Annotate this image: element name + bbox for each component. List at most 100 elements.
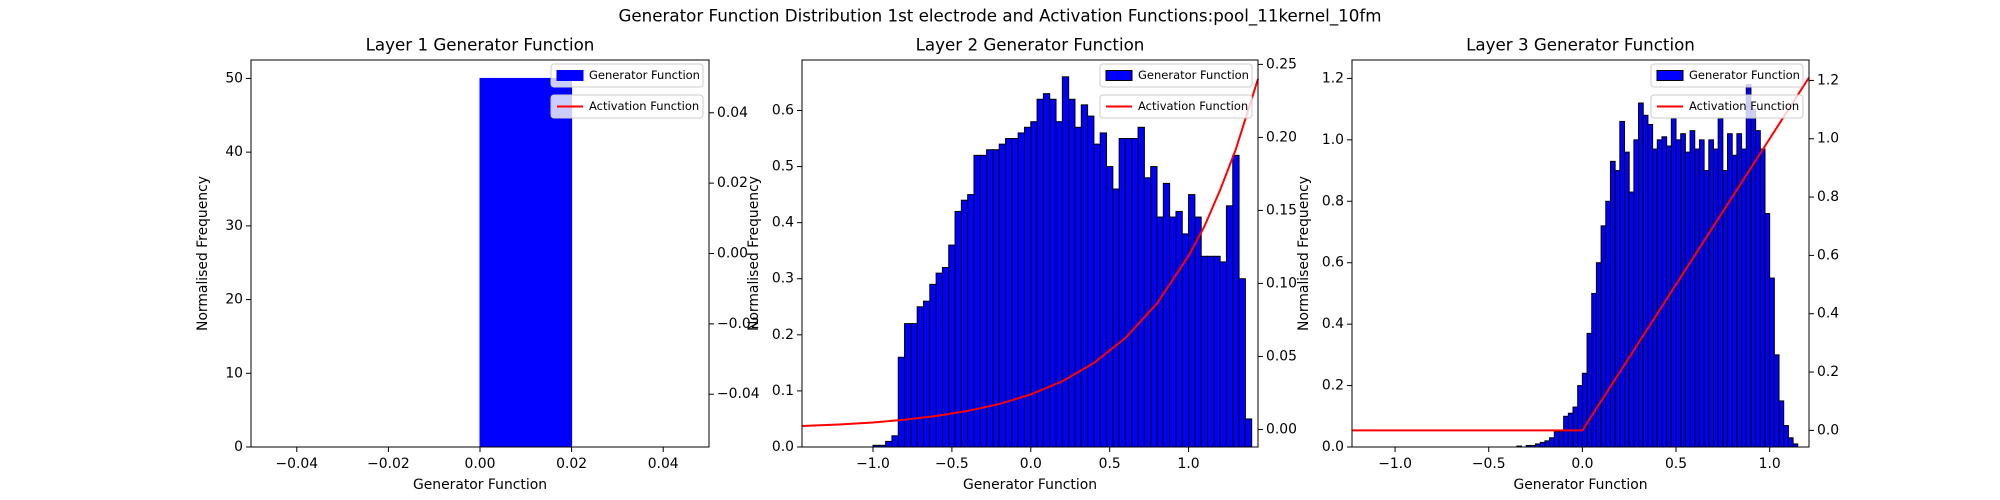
histogram-bar [1074, 126, 1082, 448]
figure-title: Generator Function Distribution 1st elec… [618, 6, 1381, 27]
histogram-bar [1558, 431, 1565, 448]
legend-swatch [556, 70, 584, 81]
y2-tick-label: 0.04 [717, 105, 748, 121]
y-tick-label: 10 [225, 365, 243, 381]
histogram-bar [1194, 216, 1202, 448]
histogram-bar [1778, 400, 1785, 448]
histogram-bar [1609, 160, 1616, 448]
y2-tick-label: 0.05 [1266, 348, 1297, 364]
histogram-bar [1595, 262, 1602, 448]
histogram-bar [1731, 154, 1738, 448]
activation-line [1352, 76, 1810, 432]
histogram-bar [1689, 130, 1696, 448]
histogram-bar [1745, 84, 1752, 448]
y-axis-label: Normalised Frequency [1296, 176, 1312, 331]
x-tick-label: 0.00 [465, 456, 496, 472]
histogram-bar [1232, 154, 1240, 448]
histogram-bar [1727, 133, 1733, 448]
histogram-bar [1099, 132, 1108, 448]
histogram-bar [960, 199, 969, 448]
histogram-bar [941, 267, 950, 448]
histogram-bar [916, 306, 924, 448]
x-tick-label: −0.5 [1472, 456, 1506, 472]
histogram-bar [1764, 213, 1771, 448]
histogram-bar [1675, 139, 1682, 448]
x-tick-label: 0.0 [1571, 456, 1593, 472]
y2-tick-label: 0.10 [1266, 275, 1297, 291]
histogram-bar [1023, 126, 1032, 448]
histogram-bar [1169, 216, 1177, 448]
histogram-bar [1712, 148, 1719, 448]
histogram-bar [1030, 121, 1038, 448]
histogram-bar [948, 244, 956, 448]
legend-box [1099, 94, 1253, 119]
legend-box [1650, 94, 1804, 119]
histogram-bar [1586, 332, 1593, 448]
y-tick-label: 0.4 [772, 215, 794, 231]
legend-label: Activation Function [1689, 99, 1799, 113]
y2-tick-label: 1.2 [1817, 72, 1839, 88]
histogram-bar [1213, 255, 1221, 448]
legend-label: Generator Function [1138, 68, 1249, 82]
legend-swatch [1105, 70, 1133, 81]
histogram-bar [1200, 255, 1209, 448]
histogram-bar [1783, 425, 1789, 448]
histogram-bar [1698, 139, 1705, 448]
x-tick-label: 0.02 [556, 456, 587, 472]
histogram-bar [1638, 102, 1644, 448]
histogram-bar [1061, 76, 1070, 448]
y-tick-label: 0.0 [772, 439, 794, 455]
y2-tick-label: 0.8 [1817, 189, 1839, 205]
x-tick-label: 0.5 [1665, 456, 1687, 472]
histogram-bar [1708, 139, 1714, 448]
y-axis-label: Normalised Frequency [195, 176, 211, 331]
histogram-bar [891, 435, 899, 448]
x-tick-label: 0.5 [1099, 456, 1121, 472]
histogram-bar [992, 149, 1000, 448]
y2-tick-label: 0.0 [1817, 422, 1839, 438]
y-tick-label: 0.5 [772, 159, 794, 175]
legend-box [550, 94, 704, 119]
histogram-bar [1581, 372, 1588, 448]
legend-box [550, 63, 704, 88]
y-tick-label: 0.2 [772, 327, 794, 343]
y-tick-label: 0 [234, 439, 243, 455]
histogram-bar [1181, 233, 1190, 448]
axes-frame [801, 59, 1259, 448]
x-axis-label: Generator Function [1513, 477, 1647, 493]
x-tick-label: 1.0 [1178, 456, 1200, 472]
histogram-bar [929, 283, 937, 448]
histogram-bar [1042, 93, 1051, 448]
y2-tick-label: −0.04 [717, 386, 760, 402]
x-tick-label: 0.04 [648, 456, 679, 472]
histogram-bar [1118, 138, 1126, 448]
histogram-bar [897, 356, 906, 448]
histogram-bar [1614, 170, 1621, 448]
histogram-bar [1188, 194, 1196, 448]
histogram-bar [1131, 138, 1139, 448]
y2-tick-label: 1.0 [1817, 131, 1839, 147]
histogram-bar [1238, 278, 1246, 448]
histogram-bar [922, 300, 931, 448]
y2-tick-label: 0.25 [1266, 56, 1297, 72]
legend-label: Generator Function [589, 68, 700, 82]
histogram-bar [1661, 136, 1668, 448]
subplot-title: Layer 1 Generator Function [366, 35, 595, 55]
histogram-bar [1703, 170, 1710, 448]
histogram-bar [1670, 117, 1677, 448]
histogram-bar [1544, 440, 1551, 448]
histogram-bar [1137, 126, 1145, 448]
y2-tick-label: 0.02 [717, 175, 748, 191]
y-tick-label: 1.2 [1322, 70, 1344, 86]
histogram-bar [1068, 98, 1076, 448]
histogram-bar [1750, 108, 1757, 448]
histogram-bar [1628, 191, 1635, 448]
y2-tick-label: 0.00 [1266, 421, 1297, 437]
histogram-bar [1080, 104, 1089, 448]
histogram-bar [1577, 385, 1583, 448]
histogram-bar [1694, 148, 1700, 448]
legend-box [1650, 63, 1804, 88]
y-tick-label: 30 [225, 218, 243, 234]
histogram-bar [1049, 98, 1057, 448]
histogram-bar [935, 272, 943, 448]
